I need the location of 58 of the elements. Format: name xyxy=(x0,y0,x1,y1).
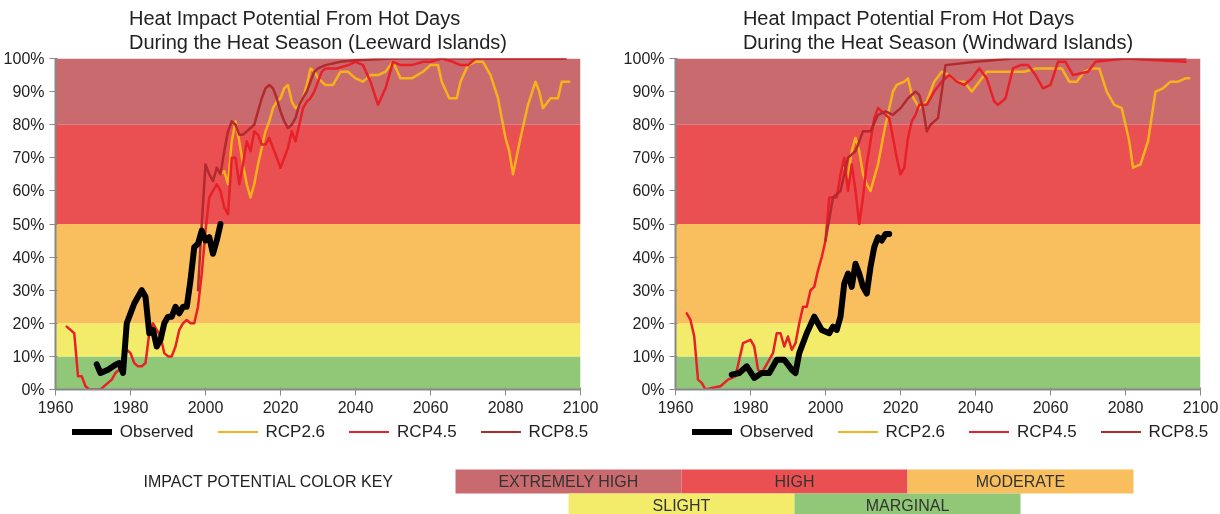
category-label: SLIGHT xyxy=(652,497,711,514)
x-tick-label: 1980 xyxy=(112,398,149,416)
text: IMPACT POTENTIAL COLOR KEY xyxy=(143,473,394,490)
y-tick-label: 60% xyxy=(632,182,665,200)
x-tick-label: 2060 xyxy=(412,398,449,416)
y-tick-label: 70% xyxy=(632,149,665,167)
x-tick-label: 1980 xyxy=(732,398,769,416)
x-tick-label: 2040 xyxy=(337,398,374,416)
x-tick-label: 2020 xyxy=(882,398,919,416)
x-tick-label: 2080 xyxy=(1107,398,1144,416)
y-tick-label: 30% xyxy=(632,281,665,299)
y-tick-label: 60% xyxy=(12,182,45,200)
y-tick-label: 10% xyxy=(12,347,45,365)
category-label: HIGH xyxy=(774,473,815,490)
legend-label: RCP8.5 xyxy=(528,422,589,441)
x-tick-label: 2060 xyxy=(1032,398,1069,416)
y-tick-label: 80% xyxy=(12,116,45,134)
x-tick-label: 2100 xyxy=(1182,398,1219,416)
y-tick-label: 20% xyxy=(632,314,665,332)
x-tick-label: 2000 xyxy=(807,398,844,416)
y-tick-label: 10% xyxy=(632,347,665,365)
y-tick-label: 40% xyxy=(632,248,665,266)
category-label: MODERATE xyxy=(975,473,1066,490)
x-tick-label: 2020 xyxy=(262,398,299,416)
y-tick-label: 90% xyxy=(632,83,665,101)
y-tick-label: 30% xyxy=(12,281,45,299)
x-tick-label: 2040 xyxy=(957,398,994,416)
x-tick-label: 2080 xyxy=(487,398,524,416)
legend-label: RCP8.5 xyxy=(1148,422,1209,441)
y-tick-label: 100% xyxy=(623,50,665,67)
x-tick-label: 2000 xyxy=(187,398,224,416)
line-series xyxy=(219,60,571,199)
chart-title: Heat Impact Potential From Hot Days During the Heat Season (Leeward Islands) xyxy=(129,7,508,54)
y-tick-label: 0% xyxy=(21,381,45,398)
y-tick-label: 50% xyxy=(12,215,45,233)
category-label: EXTREMELY HIGH xyxy=(498,473,639,490)
legend-label: RCP2.6 xyxy=(885,422,946,441)
chart-title: Heat Impact Potential From Hot Days During the Heat Season (Windward Islands) xyxy=(742,7,1134,54)
y-tick-label: 80% xyxy=(632,116,665,134)
y-tick-label: 20% xyxy=(12,314,45,332)
category-label: MARGINAL xyxy=(865,497,950,514)
y-tick-label: 0% xyxy=(641,381,665,398)
y-tick-label: 70% xyxy=(12,149,45,167)
x-tick-label: 1960 xyxy=(657,398,694,416)
legend-label: RCP4.5 xyxy=(397,422,457,441)
y-tick-label: 100% xyxy=(3,50,45,67)
line-series xyxy=(824,58,1187,242)
y-tick-label: 90% xyxy=(12,83,45,101)
legend-label: RCP2.6 xyxy=(265,422,326,441)
line-series xyxy=(685,58,1187,390)
line-series xyxy=(196,58,567,292)
y-tick-label: 50% xyxy=(632,215,665,233)
y-tick-label: 40% xyxy=(12,248,45,266)
x-tick-label: 1960 xyxy=(37,398,74,416)
x-tick-label: 2100 xyxy=(562,398,599,416)
legend-label: Observed xyxy=(739,422,814,441)
legend-label: Observed xyxy=(119,422,194,441)
legend-label: RCP4.5 xyxy=(1017,422,1077,441)
